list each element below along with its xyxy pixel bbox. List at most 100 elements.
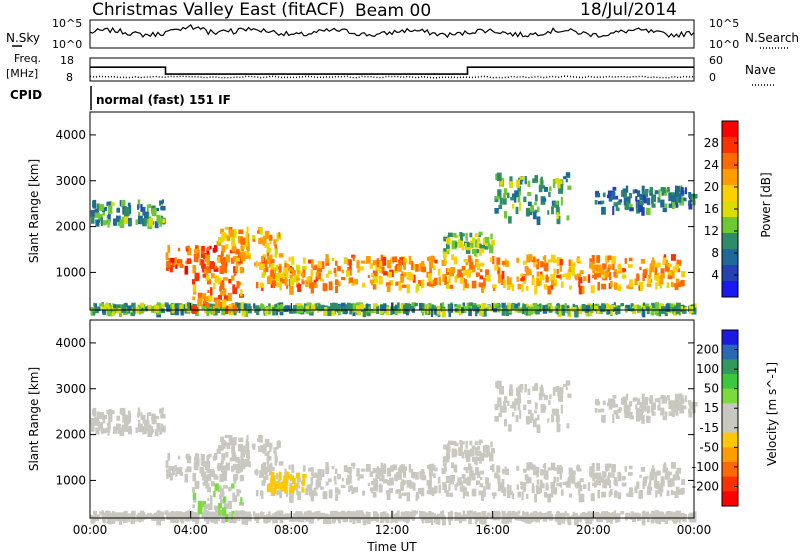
velocity-cell [621, 482, 627, 487]
velocity-cell [335, 468, 338, 474]
power-cell [535, 306, 540, 311]
velocity-cell [328, 489, 333, 499]
power-cell [557, 308, 562, 318]
power-cell [333, 267, 337, 273]
power-cell [623, 197, 627, 206]
velocity-cell [247, 455, 250, 460]
velocity-cell [671, 462, 676, 469]
velocity-cell [679, 408, 685, 414]
velocity-cell [253, 511, 256, 517]
velocity-cell [303, 511, 307, 519]
power-cell [534, 209, 538, 213]
power-cell [461, 277, 464, 283]
power-cell [550, 306, 553, 311]
power-cell [312, 265, 318, 271]
power-cell [202, 274, 206, 278]
power-cell [556, 269, 559, 274]
velocity-cell [581, 493, 585, 502]
velocity-cell [525, 415, 530, 425]
velocity-cell [213, 516, 218, 524]
power-cell [551, 206, 554, 215]
power-cell [459, 272, 463, 278]
power-cell [362, 308, 367, 318]
velocity-cell [670, 489, 674, 496]
velocity-cell [127, 410, 131, 415]
power-colorbar-segment [722, 137, 738, 154]
velocity-cell [117, 516, 123, 522]
velocity-cell [412, 482, 416, 491]
power-cell [259, 226, 263, 235]
power-cell [313, 284, 318, 289]
power-cell [171, 304, 175, 310]
velocity-cell [634, 486, 638, 494]
velocity-colorbar-label: Velocity [m s^-1] [765, 362, 779, 466]
power-cell [482, 237, 486, 245]
power-cell [378, 276, 383, 285]
power-cell [550, 284, 554, 290]
velocity-cell [459, 440, 463, 445]
power-cell [205, 266, 211, 271]
velocity-cell [116, 512, 121, 519]
velocity-cell [551, 414, 554, 423]
velocity-cell [458, 448, 463, 456]
velocity-cell [610, 514, 613, 524]
power-cell [499, 179, 504, 186]
velocity-cell [474, 447, 478, 456]
power-cell [620, 303, 625, 307]
power-cell [615, 308, 618, 315]
power-cell [450, 305, 453, 313]
power-cell [608, 196, 613, 202]
power-cell [218, 295, 222, 301]
velocity-cell [596, 480, 601, 486]
power-cell [497, 189, 502, 198]
velocity-cell [659, 483, 664, 493]
power-cell [105, 303, 110, 309]
velocity-cell [166, 512, 171, 520]
power-cell [476, 242, 481, 248]
power-cell [442, 249, 448, 255]
power-cell [222, 277, 228, 281]
nave-tick-top: 60 [709, 54, 723, 67]
velocity-cell [427, 515, 431, 523]
velocity-cell [589, 470, 594, 477]
velocity-cell [336, 513, 341, 520]
velocity-cell [274, 511, 278, 516]
power-cell [645, 192, 649, 198]
velocity-cell [449, 492, 454, 497]
velocity-cell [643, 512, 646, 519]
velocity-cell [639, 490, 644, 499]
power-cell [459, 278, 463, 284]
power-cell [600, 200, 605, 205]
power-cell [602, 277, 608, 281]
power-cell [306, 276, 311, 281]
power-cell [592, 264, 595, 274]
velocity-cell [213, 491, 216, 498]
velocity-cell [263, 475, 266, 484]
velocity-cell [496, 465, 501, 473]
power-cell [658, 308, 662, 317]
power-cell [337, 265, 341, 272]
velocity-cell [415, 492, 420, 499]
velocity-cell [680, 404, 684, 409]
velocity-cell [406, 492, 410, 502]
velocity-cell [572, 470, 576, 475]
velocity-cell [373, 478, 378, 485]
power-cell [232, 284, 236, 289]
velocity-cell [239, 474, 244, 482]
velocity-cell [397, 467, 403, 474]
velocity-cell [233, 437, 237, 446]
velocity-cell [265, 474, 269, 481]
velocity-cell [664, 471, 670, 480]
power-cell [106, 307, 112, 316]
power-cell [516, 179, 521, 188]
velocity-cell [461, 474, 466, 479]
power-cell [284, 263, 288, 270]
power-cell [90, 307, 96, 316]
power-cell [175, 264, 178, 269]
velocity-cell [496, 380, 502, 390]
power-cell [660, 268, 665, 278]
velocity-cell [162, 427, 166, 432]
velocity-cell [241, 515, 246, 525]
power-cell [219, 304, 224, 311]
velocity-cell [560, 392, 564, 399]
